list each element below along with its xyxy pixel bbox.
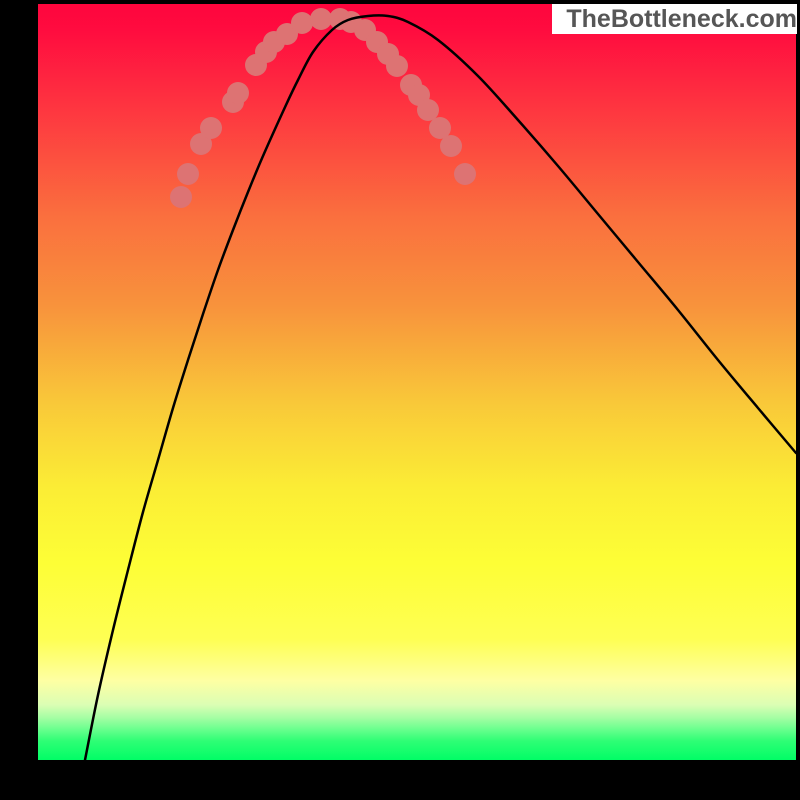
chart-svg bbox=[38, 4, 796, 760]
data-dot bbox=[386, 55, 408, 77]
watermark-label: TheBottleneck.com bbox=[552, 4, 797, 34]
data-dot bbox=[454, 163, 476, 185]
plot-area bbox=[38, 4, 796, 760]
gradient-background bbox=[38, 4, 796, 760]
data-dot bbox=[200, 117, 222, 139]
chart-frame: TheBottleneck.com bbox=[0, 0, 800, 800]
data-dot bbox=[291, 12, 313, 34]
data-dot bbox=[310, 8, 332, 30]
data-dot bbox=[227, 82, 249, 104]
data-dot bbox=[170, 186, 192, 208]
data-dot bbox=[177, 163, 199, 185]
data-dot bbox=[417, 99, 439, 121]
data-dot bbox=[440, 135, 462, 157]
